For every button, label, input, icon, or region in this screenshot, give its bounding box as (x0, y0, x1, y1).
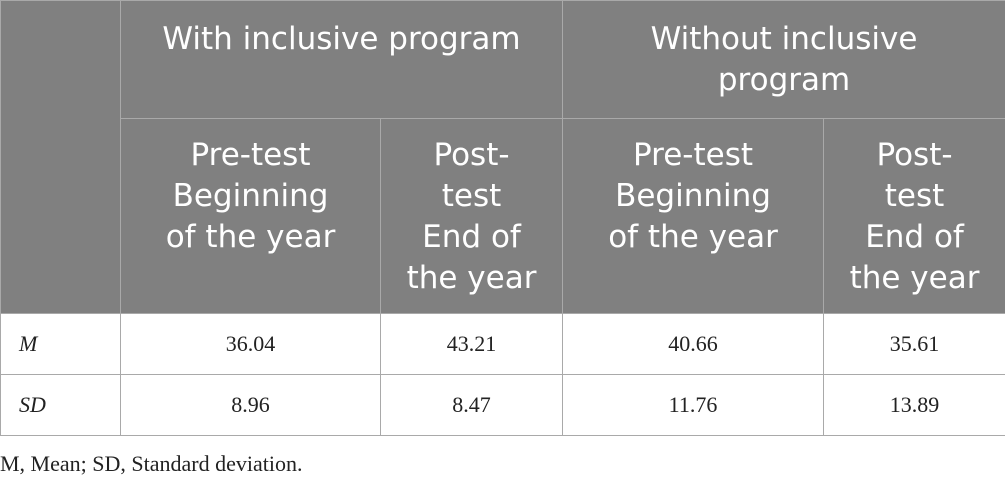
sub-header-line: the year (406, 260, 537, 296)
sub-header-line: Post- (433, 137, 510, 173)
table-cell: 8.47 (379, 374, 564, 436)
sub-header-line: Beginning (615, 178, 771, 214)
sub-header-posttest-with: Post- test End of the year (379, 118, 564, 314)
corner-cell (0, 0, 121, 314)
sub-header-row: Pre-test Beginning of the year Post- tes… (1, 118, 1005, 314)
table-footnote: M, Mean; SD, Standard deviation. (0, 451, 303, 476)
table-cell: 8.96 (120, 374, 381, 436)
table-cell: 36.04 (120, 313, 381, 375)
row-label: M (0, 313, 121, 375)
sub-header-line: of the year (165, 219, 336, 255)
group-header-row: With inclusive program Without inclusive… (0, 0, 1005, 314)
sub-header-line: of the year (608, 219, 778, 255)
sub-header-line: the year (849, 260, 980, 296)
table-cell: 35.61 (823, 313, 1005, 375)
row-label: SD (0, 374, 121, 436)
group-header-without-program: Without inclusive program (562, 0, 1005, 119)
sub-header-line: End of (865, 219, 964, 255)
sub-header-posttest-without: Post- test End of the year (823, 118, 1005, 314)
table-cell: 13.89 (823, 374, 1005, 436)
table-row-sd: SD 8.96 8.47 11.76 13.89 (0, 374, 1005, 436)
sub-header-pretest-without: Pre-test Beginning of the year (562, 118, 825, 314)
sub-header-line: End of (422, 219, 521, 255)
table-cell: 40.66 (562, 313, 825, 375)
sub-header-line: Beginning (172, 178, 329, 214)
group-header-label-line: Without inclusive (650, 21, 918, 57)
sub-header-line: Pre-test (633, 137, 754, 173)
statistics-table: With inclusive program Without inclusive… (0, 0, 1005, 436)
sub-header-line: Post- (876, 137, 953, 173)
table-cell: 11.76 (562, 374, 825, 436)
table-cell: 43.21 (379, 313, 564, 375)
group-header-with-program: With inclusive program (119, 0, 564, 119)
sub-header-pretest-with: Pre-test Beginning of the year (120, 118, 381, 314)
group-header-label: With inclusive program (162, 21, 521, 57)
sub-header-line: Pre-test (190, 137, 311, 173)
sub-header-line: test (441, 178, 502, 214)
table-row-mean: M 36.04 43.21 40.66 35.61 (0, 313, 1005, 375)
sub-header-line: test (884, 178, 945, 214)
group-header-label-line: program (717, 62, 851, 98)
